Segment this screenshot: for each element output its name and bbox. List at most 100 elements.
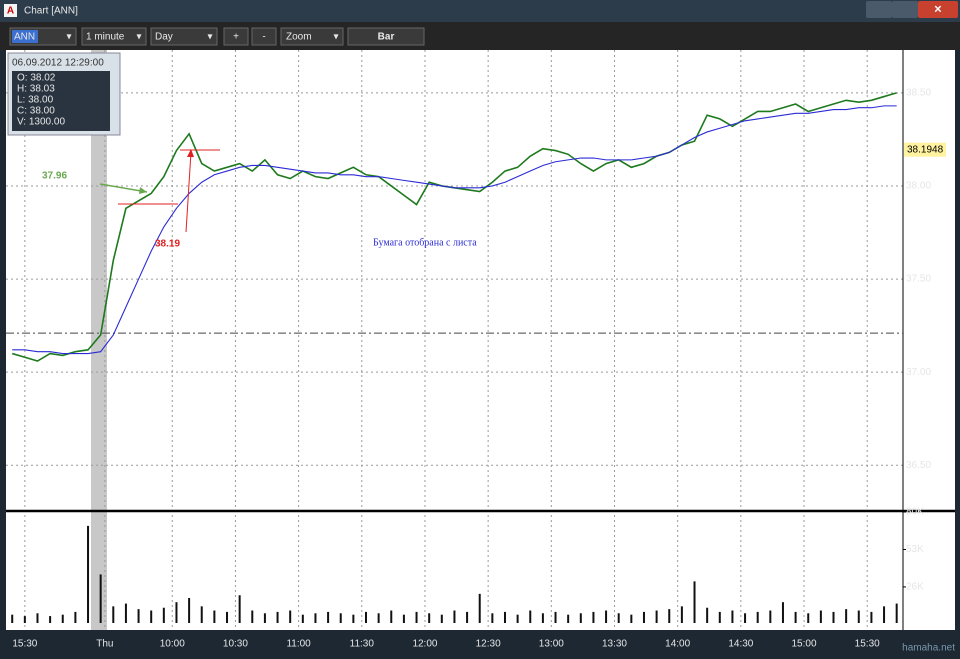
volume-bar [428,613,431,623]
volume-bar [883,606,886,623]
volume-bar [150,610,153,623]
volume-bar [807,613,810,623]
interval-dropdown[interactable] [81,27,147,46]
period-text: Day [155,32,173,43]
volume-bar [567,614,570,623]
close-icon: ✕ [934,5,942,16]
volume-bar [200,606,203,623]
volume-bar [238,595,241,623]
x-tick-label: 15:00 [792,639,817,650]
volume-bar [188,598,191,623]
x-tick-label: 11:30 [350,639,375,650]
x-tick-label: 14:00 [665,639,690,650]
info-line: L: 38.00 [17,95,54,106]
arrow-head [187,149,194,157]
close-button[interactable] [918,1,958,18]
plus-button[interactable] [223,27,249,46]
chart-area [6,50,955,630]
x-tick-label: Thu [96,639,113,650]
x-tick-label: 10:00 [160,639,185,650]
volume-bar [263,613,266,623]
volume-bar [23,616,26,623]
title-bar [0,0,960,22]
price-line [12,105,897,355]
volume-bar [226,611,229,623]
volume-bar [415,611,418,623]
volume-bar [402,614,405,623]
y-tick-label: 38.00 [906,181,931,192]
volume-bar [36,613,39,623]
volume-bar [453,610,456,623]
volume-bar [87,525,90,623]
dropdown-arrow: ▾ [333,32,338,43]
minus-text: - [262,32,265,43]
volume-bar [693,581,696,623]
dropdown-arrow: ▾ [136,32,141,43]
period-dropdown[interactable] [150,27,218,46]
volume-bar [605,610,608,623]
volume-bar [390,610,393,623]
info-datetime: 06.09.2012 12:29:00 [12,58,104,69]
volume-bar [529,610,532,623]
x-tick-label: 12:30 [476,639,501,650]
volume-bar [819,610,822,623]
volume-bar [744,613,747,623]
annotation: 38.19 [155,239,180,250]
volume-bar [124,603,127,623]
volume-bar [870,611,873,623]
volume-bar [162,607,165,623]
volume-bar [516,614,519,623]
window-title: Chart [ANN] [24,6,78,17]
x-tick-label: 15:30 [855,639,880,650]
volume-bar [365,611,367,623]
volume-bar [541,613,544,623]
volume-bar [11,614,14,623]
minus-button[interactable] [251,27,277,46]
volume-bar [327,611,330,623]
dropdown-arrow: ▾ [66,32,71,43]
plus-text: + [233,32,239,43]
volume-bar [99,574,102,623]
volume-bar [554,611,557,623]
volume-bar [289,610,292,623]
y-tick-label: 36.50 [906,460,931,471]
volume-bar [478,593,481,623]
plot [6,92,946,623]
y-tick-label: 26K [906,582,924,593]
volume-bar [832,611,835,623]
x-axis-strip [6,630,955,659]
last-price-label: 38.1948 [907,144,944,155]
info-line: O: 38.02 [17,73,56,84]
bar-button[interactable] [347,27,425,46]
maximize-button[interactable] [892,1,918,18]
volume-bar [668,609,671,623]
x-tick-label: 14:30 [728,639,753,650]
zoom-dropdown[interactable] [280,27,344,46]
volume-bar [276,611,279,623]
volume-bar [49,616,52,623]
volume-bar [466,611,469,623]
arrow-head [139,187,147,194]
x-tick-label: 11:00 [286,639,311,650]
minimize-button[interactable] [866,1,892,18]
volume-bar [440,614,443,623]
y-tick-label: 38.50 [906,87,931,98]
volume-bar [175,602,178,623]
y-tick-label: 80K [906,507,924,518]
volume-bar [213,610,216,623]
volume-bar [895,603,898,623]
volume-bar [680,606,683,623]
volume-bar [377,613,380,623]
highlighted-bar-band [91,50,107,630]
annotation-arrow [185,151,192,233]
x-tick-label: 13:30 [602,639,627,650]
volume-bar [314,613,317,623]
volume-bar [251,610,254,623]
info-line: C: 38.00 [17,106,55,117]
bar-text: Bar [378,32,395,43]
y-tick-label: 37.00 [906,367,931,378]
interval-text: 1 minute [86,32,125,43]
y-tick-label: 53K [906,544,924,555]
app-icon-letter: A [7,6,14,17]
volume-bar [857,610,860,623]
